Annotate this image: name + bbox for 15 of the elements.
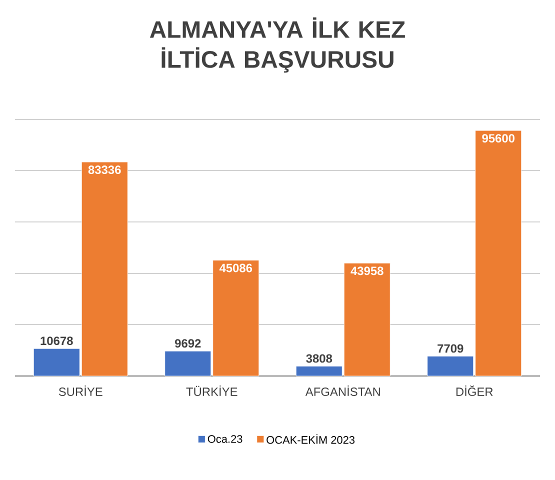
x-tick-label: AFGANİSTAN — [305, 386, 380, 396]
data-label: 10678 — [40, 336, 73, 346]
data-label: 83336 — [88, 166, 121, 174]
data-label: 45086 — [219, 264, 252, 272]
x-tick-label: DİĞER — [456, 386, 493, 396]
x-tick-label: SURİYE — [58, 386, 102, 396]
legend-label: Oca.23 — [208, 435, 242, 443]
data-label: 9692 — [175, 339, 201, 348]
x-tick-label: TÜRKİYE — [186, 386, 238, 396]
data-label: 3808 — [306, 354, 332, 363]
data-label: 95600 — [482, 134, 514, 143]
data-label: 43958 — [350, 266, 384, 276]
legend-label: OCAK-EKİM 2023 — [266, 434, 355, 444]
chart-title: ALMANYA'YA İLK KEZ İLTİCA BAŞVURUSU — [150, 17, 405, 73]
data-label: 7709 — [438, 344, 464, 353]
